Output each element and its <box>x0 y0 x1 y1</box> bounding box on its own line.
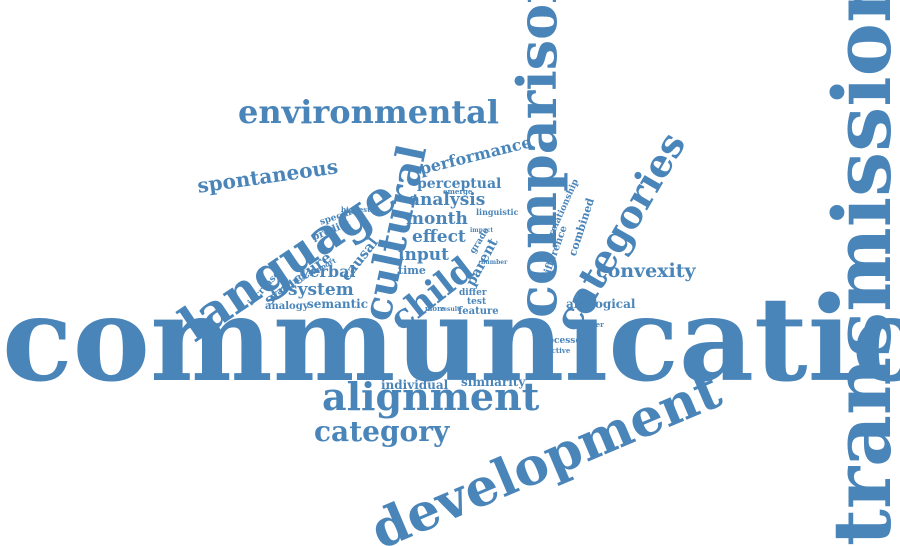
word-similarity: similarity <box>461 375 526 389</box>
word-impact: impact <box>470 227 494 234</box>
word-linguistic: linguistic <box>476 207 519 217</box>
word-semantic: semantic <box>307 297 368 311</box>
word-number: number <box>481 259 508 266</box>
word-alignment: alignment <box>322 374 540 419</box>
word-analogical: analogical <box>566 297 636 311</box>
word-comparison: comparison <box>505 0 569 318</box>
word-perceptual: perceptual <box>417 176 502 192</box>
word-input: input <box>398 245 449 265</box>
word-month: month <box>406 209 468 229</box>
word-speaker: speaker <box>573 320 604 329</box>
word-spontaneous: spontaneous <box>195 154 340 198</box>
word-feature: feature <box>458 306 499 317</box>
word-effective: effective <box>537 346 571 355</box>
word-verbal: verbal <box>300 262 356 281</box>
word-more: more <box>425 304 446 313</box>
word-time: time <box>398 264 426 277</box>
word-individual: individual <box>381 378 449 392</box>
word-category: category <box>314 415 450 448</box>
word-effect: effect <box>412 227 466 247</box>
word-test: test <box>467 297 487 307</box>
word-result: result <box>440 306 460 313</box>
word-highest: highest <box>341 205 371 214</box>
word-processes: processes <box>537 336 587 346</box>
word-analogy: analogy <box>265 301 309 312</box>
word-convexity: convexity <box>596 260 696 282</box>
word-transmission: transmission <box>815 0 900 546</box>
word-environmental: environmental <box>238 93 499 131</box>
word-analysis: analysis <box>409 190 486 210</box>
word-emerge: emerge <box>443 187 473 196</box>
word-differ: differ <box>459 288 487 298</box>
word-communication: communication <box>2 272 900 408</box>
word-system: system <box>288 280 354 300</box>
